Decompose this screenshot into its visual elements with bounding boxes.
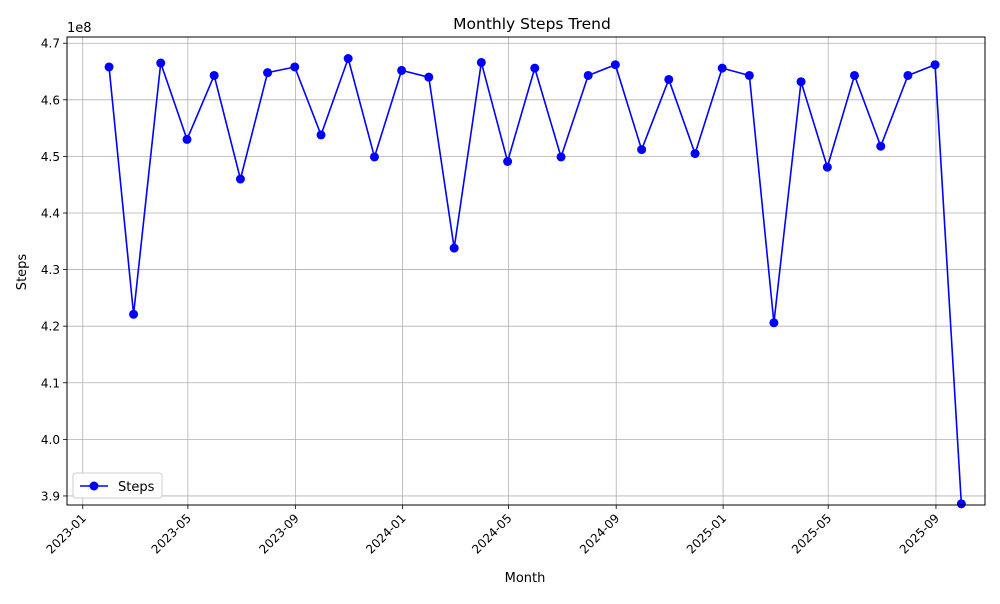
data-point [717, 63, 727, 73]
data-point [876, 141, 886, 151]
data-point [610, 60, 620, 70]
x-axis-label: Month [505, 571, 546, 586]
y-tick-label: 4.3 [41, 263, 60, 277]
legend-point-marker [89, 481, 99, 491]
data-point [476, 57, 486, 67]
data-point [637, 145, 647, 155]
x-tick-label: 2024-01 [363, 511, 408, 556]
series-steps [104, 54, 966, 509]
data-point [156, 58, 166, 68]
data-point [397, 65, 407, 75]
data-point [769, 318, 779, 328]
legend: Steps [72, 472, 163, 499]
data-point [744, 70, 754, 80]
data-point [556, 152, 566, 162]
data-point [903, 70, 913, 80]
data-point [956, 499, 966, 509]
data-point [796, 77, 806, 87]
y-tick-label: 4.5 [41, 150, 60, 164]
x-tick-label: 2024-09 [577, 511, 622, 556]
data-point [583, 70, 593, 80]
legend-box [72, 472, 163, 499]
y-tick-label: 4.2 [41, 320, 60, 334]
data-point [503, 156, 513, 166]
data-point [209, 70, 219, 80]
data-point [449, 243, 459, 253]
y-axis: 3.9 4.0 4.1 4.2 4.3 4.4 4.5 4.6 4.7 [41, 37, 67, 503]
data-point [129, 309, 139, 319]
x-tick-label: 2024-05 [469, 511, 514, 556]
x-axis: 2023-01 2023-05 2023-09 2024-01 2024-05 2024-… [44, 505, 942, 557]
data-point [690, 149, 700, 159]
x-tick-label: 2025-09 [897, 511, 942, 556]
data-point [930, 60, 940, 70]
y-tick-label: 4.1 [41, 376, 60, 390]
x-tick-label: 2023-05 [149, 511, 194, 556]
data-point [316, 130, 326, 140]
data-point [369, 152, 379, 162]
x-tick-label: 2023-09 [256, 511, 301, 556]
y-tick-label: 4.7 [41, 37, 60, 51]
series-line-steps [108, 57, 963, 504]
data-point [104, 62, 114, 72]
y-tick-label: 4.4 [41, 206, 60, 220]
x-tick-label: 2025-05 [789, 511, 834, 556]
data-point [822, 162, 832, 172]
data-point [235, 174, 245, 184]
legend-label-steps: Steps [118, 480, 155, 495]
data-point [263, 68, 273, 78]
data-point [343, 54, 353, 64]
y-tick-label: 3.9 [41, 489, 60, 503]
x-tick-label: 2025-01 [684, 511, 729, 556]
chart-title: Monthly Steps Trend [453, 15, 611, 33]
data-point [182, 134, 192, 144]
y-axis-label: Steps [15, 254, 30, 291]
data-point [664, 74, 674, 84]
data-point [290, 62, 300, 72]
data-point [424, 72, 434, 82]
data-point [849, 70, 859, 80]
grid [67, 37, 985, 505]
plot-frame [66, 36, 986, 506]
data-point [530, 63, 540, 73]
y-tick-label: 4.0 [41, 433, 60, 447]
x-tick-label: 2023-01 [44, 511, 89, 556]
y-tick-label: 4.6 [41, 93, 60, 107]
y-axis-offset-label: 1e8 [67, 21, 92, 36]
